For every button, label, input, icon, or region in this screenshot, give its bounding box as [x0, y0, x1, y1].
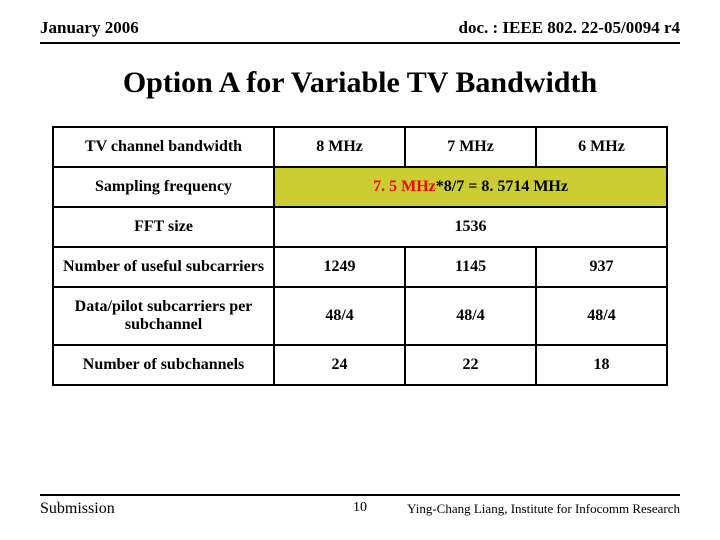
- cell: 1145: [405, 247, 536, 287]
- cell: 48/4: [536, 287, 667, 345]
- cell: 8 MHz: [274, 127, 405, 167]
- cell: 18: [536, 345, 667, 385]
- footer-row: Submission 10 Ying-Chang Liang, Institut…: [40, 500, 680, 518]
- footer-rule: [40, 494, 680, 496]
- row-label: Sampling frequency: [53, 167, 274, 207]
- cell: 1249: [274, 247, 405, 287]
- cell: 48/4: [405, 287, 536, 345]
- table-row: Number of subchannels 24 22 18: [53, 345, 667, 385]
- footer-page: 10: [353, 500, 367, 516]
- cell: 48/4: [274, 287, 405, 345]
- header: January 2006 doc. : IEEE 802. 22-05/0094…: [0, 0, 720, 42]
- table-container: TV channel bandwidth 8 MHz 7 MHz 6 MHz S…: [0, 126, 720, 386]
- sampling-cell: 7. 5 MHz*8/7 = 8. 5714 MHz: [274, 167, 667, 207]
- sampling-black: *8/7 = 8. 5714 MHz: [436, 178, 568, 195]
- table-row: Sampling frequency 7. 5 MHz*8/7 = 8. 571…: [53, 167, 667, 207]
- footer-author: Ying-Chang Liang, Institute for Infocomm…: [407, 501, 680, 517]
- table-row: Data/pilot subcarriers per subchannel 48…: [53, 287, 667, 345]
- table-row: FFT size 1536: [53, 207, 667, 247]
- cell: 22: [405, 345, 536, 385]
- cell: 937: [536, 247, 667, 287]
- table-row: Number of useful subcarriers 1249 1145 9…: [53, 247, 667, 287]
- cell: 7 MHz: [405, 127, 536, 167]
- header-rule: [40, 42, 680, 44]
- sampling-red: 7. 5 MHz: [373, 178, 436, 195]
- cell: 6 MHz: [536, 127, 667, 167]
- row-label: Number of subchannels: [53, 345, 274, 385]
- table-row: TV channel bandwidth 8 MHz 7 MHz 6 MHz: [53, 127, 667, 167]
- row-label: FFT size: [53, 207, 274, 247]
- row-label: Data/pilot subcarriers per subchannel: [53, 287, 274, 345]
- cell: 24: [274, 345, 405, 385]
- fft-cell: 1536: [274, 207, 667, 247]
- footer: Submission 10 Ying-Chang Liang, Institut…: [40, 494, 680, 518]
- bandwidth-table: TV channel bandwidth 8 MHz 7 MHz 6 MHz S…: [52, 126, 668, 386]
- row-label: Number of useful subcarriers: [53, 247, 274, 287]
- header-date: January 2006: [40, 18, 139, 38]
- header-doc: doc. : IEEE 802. 22-05/0094 r4: [459, 18, 680, 38]
- row-label: TV channel bandwidth: [53, 127, 274, 167]
- footer-submission: Submission: [40, 500, 115, 518]
- page-title: Option A for Variable TV Bandwidth: [0, 66, 720, 100]
